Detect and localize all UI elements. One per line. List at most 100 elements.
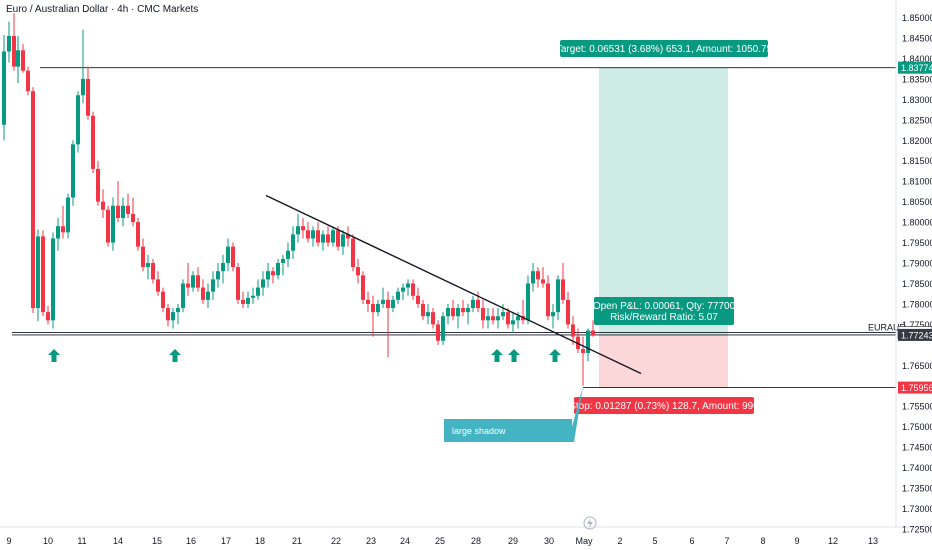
y-tick-label: 1.84000	[902, 54, 932, 64]
candle	[411, 279, 415, 300]
candle	[41, 230, 45, 317]
candle	[116, 181, 120, 223]
candle-body	[401, 287, 405, 292]
candle	[351, 234, 355, 272]
candle-body	[456, 308, 460, 317]
candle-body	[206, 291, 210, 300]
candle-body	[366, 299, 370, 304]
candle-body	[506, 312, 510, 325]
trendline[interactable]	[265, 194, 642, 375]
candle	[36, 229, 40, 322]
candle-body	[376, 303, 380, 313]
target-label-text: Target: 0.06531 (3.68%) 653.1, Amount: 1…	[556, 44, 773, 55]
x-tick-label: 18	[255, 536, 265, 546]
x-tick-label: 28	[471, 536, 481, 546]
candles	[2, 13, 595, 386]
up-arrow-shape	[48, 349, 60, 362]
candle-body	[421, 303, 425, 317]
candle-body	[21, 50, 25, 71]
trendline-layer[interactable]	[265, 194, 642, 375]
candle-body	[566, 299, 570, 325]
price-label: 1.83774	[898, 61, 932, 74]
candle-body	[161, 291, 165, 309]
candle	[301, 218, 305, 239]
up-arrow-shape	[169, 349, 181, 362]
candle-body	[46, 312, 50, 321]
candle-body	[391, 299, 395, 309]
candle	[241, 291, 245, 309]
candle	[366, 291, 370, 313]
candle-body	[66, 197, 70, 233]
candle-body	[7, 35, 11, 52]
candle-body	[176, 308, 180, 313]
candle-body	[546, 283, 550, 317]
price-label-bg	[898, 328, 932, 341]
candle	[346, 226, 350, 247]
up-arrow-icon	[491, 349, 503, 362]
candle	[576, 328, 580, 354]
y-tick-label: 1.78500	[902, 279, 932, 289]
x-tick-label: 17	[221, 536, 231, 546]
up-arrow-shape	[491, 349, 503, 362]
stop-zone	[599, 334, 728, 388]
candle	[26, 66, 30, 96]
y-tick-label: 1.74000	[902, 463, 932, 473]
candle	[551, 303, 555, 329]
candle	[536, 267, 540, 288]
y-tick-label: 1.76500	[902, 361, 932, 371]
candle	[361, 271, 365, 304]
candle	[51, 232, 55, 329]
candle	[486, 308, 490, 329]
candle	[371, 295, 375, 337]
candle-body	[151, 263, 155, 280]
y-tick-label: 1.85000	[902, 13, 932, 23]
candle	[146, 254, 150, 280]
candle-body	[486, 316, 490, 321]
candle	[276, 258, 280, 280]
candle-body	[571, 324, 575, 337]
candle	[386, 291, 390, 358]
candle	[216, 263, 220, 288]
candle-body	[481, 308, 485, 321]
candle	[176, 303, 180, 325]
candle	[286, 242, 290, 268]
candle	[141, 238, 145, 272]
candle	[266, 263, 270, 288]
candle	[566, 291, 570, 329]
candle	[341, 230, 345, 255]
candle	[66, 193, 70, 239]
candle-body	[511, 320, 515, 325]
candle	[251, 287, 255, 304]
candle	[31, 87, 35, 313]
candle	[581, 336, 585, 386]
candle-body	[186, 283, 190, 288]
candle	[496, 308, 500, 329]
candle	[46, 305, 50, 325]
candle-body	[196, 275, 200, 288]
candle-body	[331, 230, 335, 243]
y-tick-label: 1.84500	[902, 33, 932, 43]
candle	[446, 303, 450, 325]
target-label: Target: 0.06531 (3.68%) 653.1, Amount: 1…	[556, 40, 773, 57]
horizontal-lines	[12, 67, 896, 388]
candle-body	[536, 271, 540, 280]
candle-body	[156, 279, 160, 292]
x-tick-label: 6	[689, 536, 694, 546]
candle-body	[241, 299, 245, 304]
candle	[406, 279, 410, 296]
price-label: 1.75956	[898, 381, 932, 394]
candle-body	[311, 230, 315, 239]
candle	[501, 303, 505, 321]
candle	[396, 287, 400, 304]
candle	[451, 299, 455, 321]
candle-body	[296, 226, 300, 235]
candle-body	[501, 312, 505, 317]
candle	[591, 320, 595, 337]
replay-icon[interactable]	[583, 516, 597, 530]
candle	[306, 222, 310, 243]
candle	[391, 295, 395, 313]
candle	[541, 267, 545, 288]
candle-body	[326, 234, 330, 243]
candle	[356, 258, 360, 284]
